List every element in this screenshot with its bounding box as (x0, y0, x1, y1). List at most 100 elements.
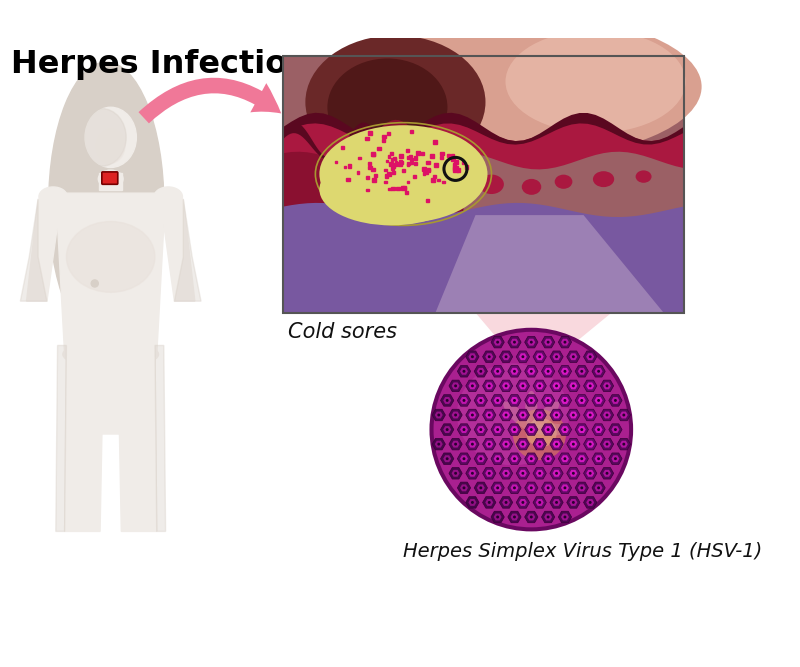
Polygon shape (550, 351, 563, 362)
Circle shape (454, 384, 457, 388)
Circle shape (580, 458, 583, 460)
Ellipse shape (530, 402, 559, 430)
Circle shape (471, 414, 474, 416)
Bar (374, 174, 377, 177)
Bar (384, 169, 386, 171)
Circle shape (505, 356, 507, 358)
Polygon shape (283, 113, 684, 145)
Circle shape (496, 428, 499, 431)
Polygon shape (510, 339, 518, 346)
Polygon shape (508, 511, 521, 523)
Ellipse shape (319, 153, 463, 225)
Polygon shape (519, 354, 527, 360)
Circle shape (496, 399, 499, 402)
Polygon shape (519, 470, 527, 477)
Circle shape (580, 486, 583, 490)
Circle shape (488, 384, 490, 388)
Polygon shape (466, 410, 479, 421)
Circle shape (454, 443, 457, 446)
Polygon shape (519, 499, 527, 506)
Polygon shape (536, 382, 544, 390)
Polygon shape (553, 470, 561, 477)
Polygon shape (533, 497, 546, 508)
Circle shape (438, 443, 440, 446)
Ellipse shape (353, 175, 374, 193)
Polygon shape (586, 382, 594, 390)
Polygon shape (434, 412, 442, 418)
Bar (404, 187, 406, 189)
Polygon shape (525, 453, 538, 464)
Ellipse shape (513, 410, 566, 460)
Circle shape (488, 443, 490, 446)
Polygon shape (600, 380, 614, 392)
Circle shape (479, 458, 482, 460)
Circle shape (606, 443, 609, 446)
Circle shape (479, 370, 482, 373)
Polygon shape (542, 424, 554, 436)
Bar (386, 160, 388, 162)
Circle shape (522, 356, 524, 358)
Circle shape (505, 501, 507, 504)
Polygon shape (536, 470, 544, 477)
Polygon shape (474, 482, 487, 494)
Polygon shape (600, 468, 614, 479)
Circle shape (555, 356, 558, 358)
Polygon shape (466, 351, 479, 362)
Polygon shape (553, 412, 561, 418)
Polygon shape (466, 438, 479, 450)
Polygon shape (469, 441, 476, 448)
Ellipse shape (327, 59, 447, 156)
Bar (434, 140, 437, 143)
Bar (431, 178, 435, 182)
Polygon shape (491, 395, 504, 406)
Polygon shape (499, 438, 513, 450)
Circle shape (597, 370, 600, 373)
Circle shape (546, 458, 550, 460)
Bar (390, 158, 393, 161)
Polygon shape (510, 484, 518, 492)
Bar (382, 135, 386, 138)
Circle shape (589, 501, 592, 504)
Circle shape (555, 443, 558, 446)
Bar (410, 155, 411, 157)
Bar (366, 189, 369, 191)
Ellipse shape (66, 221, 155, 292)
Polygon shape (452, 382, 459, 390)
Polygon shape (499, 410, 513, 421)
Bar (414, 161, 417, 165)
Polygon shape (508, 336, 521, 348)
Bar (366, 176, 370, 179)
Circle shape (589, 384, 592, 388)
Polygon shape (432, 438, 446, 450)
Polygon shape (578, 426, 586, 433)
Polygon shape (494, 484, 502, 492)
Polygon shape (527, 339, 535, 346)
Polygon shape (525, 511, 538, 523)
Polygon shape (566, 438, 580, 450)
Polygon shape (452, 470, 459, 477)
Polygon shape (558, 482, 571, 494)
Polygon shape (449, 468, 462, 479)
Polygon shape (482, 438, 496, 450)
Bar (373, 153, 375, 155)
Polygon shape (486, 470, 494, 477)
Polygon shape (575, 366, 589, 377)
Polygon shape (466, 468, 479, 479)
Polygon shape (458, 482, 470, 494)
Circle shape (530, 341, 533, 344)
Circle shape (563, 516, 566, 518)
Polygon shape (533, 468, 546, 479)
Polygon shape (594, 368, 602, 375)
Ellipse shape (531, 424, 570, 436)
Polygon shape (56, 193, 166, 354)
Bar (447, 153, 450, 157)
Circle shape (546, 486, 550, 490)
Polygon shape (533, 351, 546, 362)
Bar (402, 169, 406, 172)
Circle shape (479, 486, 482, 490)
Ellipse shape (526, 418, 557, 447)
Polygon shape (570, 499, 578, 506)
Circle shape (479, 399, 482, 402)
Polygon shape (542, 482, 554, 494)
Polygon shape (561, 368, 569, 375)
